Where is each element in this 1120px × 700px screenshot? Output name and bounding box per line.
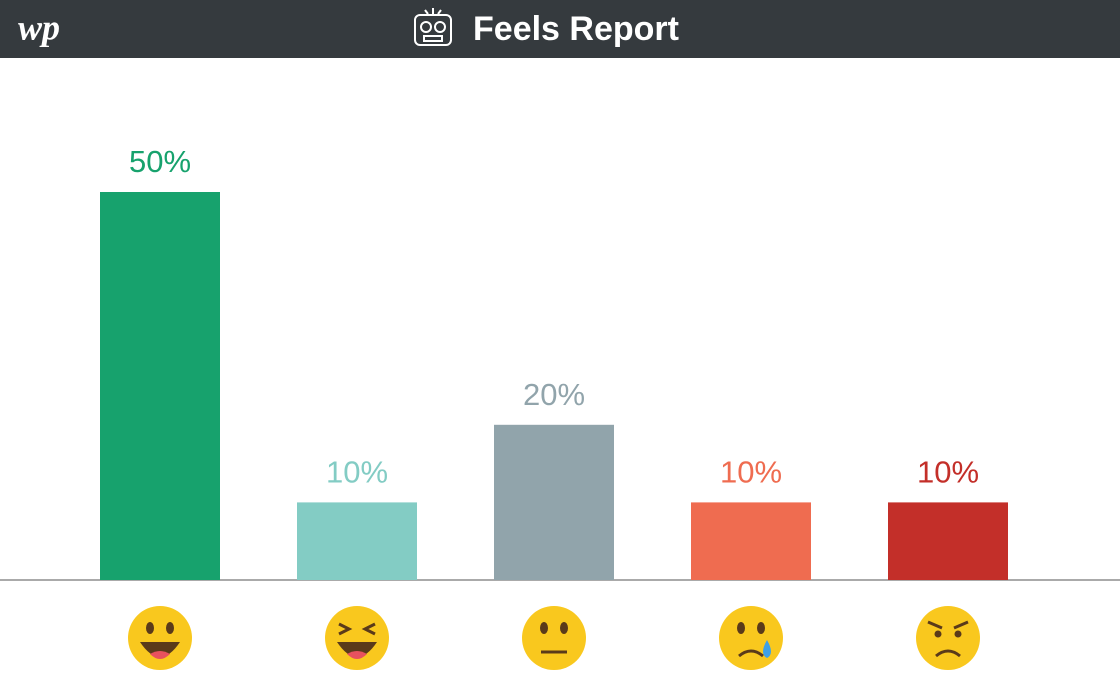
emoji-mouth	[935, 649, 961, 658]
bar	[494, 424, 614, 580]
emoji-face	[325, 606, 389, 670]
emoji-eye	[146, 622, 154, 634]
value-label: 20%	[523, 377, 585, 412]
emoji-eye	[934, 630, 942, 638]
emoji-face	[128, 606, 192, 670]
bar	[297, 502, 417, 580]
emoji-eye	[737, 622, 745, 634]
emoji-tear	[763, 640, 771, 658]
emoji	[522, 606, 586, 670]
emoji-eye	[361, 622, 376, 636]
emoji-face	[916, 606, 980, 670]
value-label: 10%	[326, 455, 388, 490]
bar	[888, 502, 1008, 580]
emoji-eye	[540, 622, 548, 634]
logo: wp	[18, 7, 60, 47]
value-label: 10%	[917, 455, 979, 490]
value-label: 50%	[129, 144, 191, 179]
emoji-tongue	[150, 651, 170, 659]
emoji-mouth	[738, 649, 764, 658]
bar	[691, 502, 811, 580]
emoji-eye	[338, 622, 353, 636]
robot-icon	[414, 8, 452, 46]
emoji-face	[719, 606, 783, 670]
emoji	[128, 606, 192, 670]
emoji-tongue	[347, 651, 367, 659]
emoji-eye	[954, 630, 962, 638]
emoji-brow	[927, 620, 969, 630]
emoji-mouth	[140, 642, 180, 657]
emoji-eye	[560, 622, 568, 634]
emoji-eye	[757, 622, 765, 634]
value-label: 10%	[720, 455, 782, 490]
emoji	[325, 606, 389, 670]
chart-title: Feels Report	[473, 10, 679, 48]
emoji	[719, 606, 783, 670]
header-bar	[0, 0, 1120, 58]
emoji-eye	[166, 622, 174, 634]
bar	[100, 192, 220, 580]
emoji	[916, 606, 980, 670]
emoji-face	[522, 606, 586, 670]
emoji-mouth	[337, 642, 377, 657]
